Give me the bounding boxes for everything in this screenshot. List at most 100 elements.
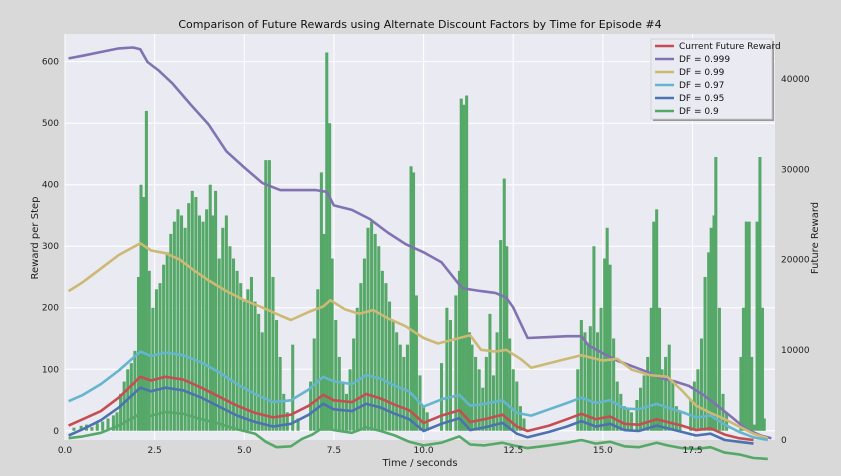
reward-bar bbox=[707, 252, 711, 431]
reward-bar bbox=[660, 369, 664, 431]
y-right-tick-label: 40000 bbox=[781, 75, 810, 85]
y-right-axis-ticks: 0 10000 20000 30000 40000 bbox=[781, 75, 810, 446]
reward-bar bbox=[750, 356, 754, 431]
reward-bar bbox=[395, 332, 399, 431]
reward-bar bbox=[712, 215, 716, 431]
series-line bbox=[68, 410, 768, 461]
y-left-tick-label: 600 bbox=[42, 58, 59, 68]
y-left-axis-ticks: 0 100 200 300 400 500 600 bbox=[42, 58, 59, 437]
reward-bar bbox=[337, 356, 341, 431]
reward-bar bbox=[445, 307, 449, 431]
reward-bar bbox=[592, 246, 596, 431]
reward-bar bbox=[615, 381, 619, 431]
reward-bar bbox=[190, 190, 194, 431]
reward-bar bbox=[158, 283, 162, 431]
reward-bar bbox=[760, 307, 764, 431]
reward-bar bbox=[194, 197, 198, 431]
reward-bar bbox=[595, 332, 600, 431]
reward-bar bbox=[221, 227, 225, 431]
reward-bar bbox=[239, 283, 243, 431]
reward-bar bbox=[147, 270, 151, 431]
reward-bar bbox=[187, 203, 191, 431]
reward-bar bbox=[106, 418, 110, 431]
series-line bbox=[68, 375, 754, 442]
reward-bar bbox=[208, 184, 212, 431]
reward-bar bbox=[599, 307, 603, 431]
reward-bar bbox=[359, 283, 363, 431]
reward-bar bbox=[646, 356, 650, 431]
reward-bar bbox=[696, 369, 700, 431]
y-left-tick-label: 200 bbox=[42, 304, 59, 314]
reward-bar bbox=[414, 295, 418, 431]
series-line bbox=[68, 350, 769, 442]
reward-bar bbox=[515, 381, 519, 431]
reward-bar bbox=[465, 95, 469, 431]
reward-bar bbox=[409, 166, 413, 431]
reward-bar bbox=[328, 123, 332, 431]
reward-bar bbox=[652, 221, 656, 431]
reward-bar bbox=[387, 301, 392, 431]
reward-bar bbox=[502, 178, 506, 431]
reward-bar bbox=[391, 320, 395, 431]
reward-bar bbox=[362, 258, 366, 431]
reward-bar bbox=[90, 427, 94, 431]
reward-bar bbox=[405, 344, 409, 431]
reward-bar bbox=[232, 258, 236, 431]
reward-bar bbox=[257, 313, 261, 431]
reward-bar bbox=[242, 301, 246, 431]
reward-bar bbox=[211, 215, 215, 431]
y-left-tick-label: 300 bbox=[42, 242, 59, 252]
reward-bar bbox=[612, 338, 616, 431]
x-tick-label: 15.0 bbox=[593, 446, 613, 456]
reward-bar bbox=[122, 381, 126, 431]
reward-bar bbox=[377, 246, 381, 431]
reward-bar bbox=[755, 221, 759, 431]
reward-bar bbox=[319, 172, 323, 431]
reward-bar bbox=[228, 246, 232, 431]
reward-bar bbox=[678, 412, 682, 431]
reward-bar bbox=[384, 283, 388, 431]
reward-bar bbox=[587, 344, 591, 431]
reward-bar bbox=[352, 338, 356, 431]
reward-bar bbox=[499, 240, 503, 431]
grid bbox=[64, 34, 775, 440]
reward-bar bbox=[316, 289, 320, 431]
reward-bar bbox=[246, 289, 250, 431]
reward-bar bbox=[119, 393, 123, 431]
reward-bar bbox=[470, 344, 474, 431]
legend-label: Current Future Reward bbox=[679, 42, 781, 52]
x-axis-label: Time / seconds bbox=[381, 458, 457, 469]
reward-bar bbox=[709, 227, 713, 431]
reward-bar bbox=[674, 406, 678, 431]
reward-bar bbox=[253, 301, 257, 431]
y-left-tick-label: 0 bbox=[53, 427, 59, 437]
reward-bar bbox=[717, 307, 721, 431]
reward-bar bbox=[655, 209, 659, 431]
reward-bar bbox=[344, 393, 349, 431]
reward-bar bbox=[291, 344, 295, 431]
reward-bar bbox=[511, 369, 515, 431]
series-line bbox=[68, 46, 772, 440]
legend-label: DF = 0.97 bbox=[679, 81, 724, 91]
x-tick-label: 7.5 bbox=[327, 446, 341, 456]
reward-bar bbox=[402, 356, 406, 431]
reward-bar bbox=[330, 258, 334, 431]
reward-bar bbox=[462, 104, 466, 431]
reward-bar bbox=[619, 393, 623, 431]
reward-bar bbox=[721, 393, 725, 431]
reward-bar bbox=[579, 320, 583, 431]
chart-title: Comparison of Future Rewards using Alter… bbox=[178, 18, 661, 31]
reward-bar bbox=[309, 381, 313, 431]
reward-bar bbox=[370, 221, 374, 431]
y-right-tick-label: 30000 bbox=[781, 165, 810, 175]
reward-bar bbox=[467, 332, 472, 431]
x-tick-label: 0.0 bbox=[58, 446, 73, 456]
reward-bars bbox=[72, 52, 766, 431]
reward-bar bbox=[412, 172, 416, 431]
reward-bar bbox=[214, 190, 218, 431]
reward-bar bbox=[741, 307, 745, 431]
reward-bar bbox=[115, 412, 119, 431]
reward-bar bbox=[758, 157, 762, 431]
reward-bar bbox=[260, 332, 264, 431]
reward-bar bbox=[477, 369, 481, 431]
